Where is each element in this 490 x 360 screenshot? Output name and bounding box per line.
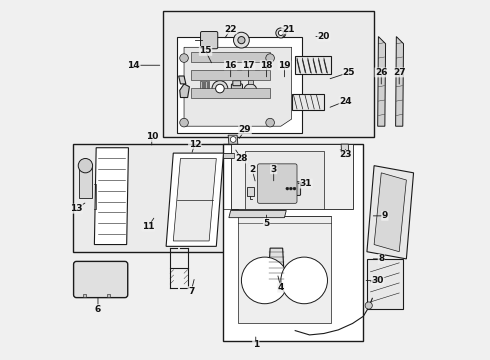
Polygon shape bbox=[228, 135, 238, 144]
Polygon shape bbox=[367, 259, 403, 309]
Bar bbox=[191, 70, 270, 80]
Bar bbox=[107, 294, 110, 297]
Text: 21: 21 bbox=[282, 25, 294, 34]
Text: 1: 1 bbox=[253, 341, 259, 350]
FancyBboxPatch shape bbox=[231, 84, 243, 97]
Polygon shape bbox=[177, 37, 302, 134]
Circle shape bbox=[212, 81, 228, 96]
Text: 25: 25 bbox=[343, 68, 355, 77]
Text: 4: 4 bbox=[278, 283, 284, 292]
Circle shape bbox=[230, 136, 236, 142]
Circle shape bbox=[281, 257, 327, 304]
Text: 16: 16 bbox=[224, 61, 237, 70]
Polygon shape bbox=[245, 151, 324, 209]
Circle shape bbox=[216, 84, 224, 93]
Text: 3: 3 bbox=[270, 165, 277, 174]
Text: 24: 24 bbox=[339, 96, 352, 105]
Circle shape bbox=[286, 187, 289, 190]
Bar bbox=[203, 81, 204, 96]
Polygon shape bbox=[229, 211, 286, 218]
Bar bbox=[216, 91, 223, 96]
Polygon shape bbox=[231, 144, 353, 209]
Polygon shape bbox=[292, 94, 324, 110]
Polygon shape bbox=[341, 144, 349, 157]
Text: 7: 7 bbox=[188, 287, 195, 296]
Text: 8: 8 bbox=[378, 255, 384, 264]
Bar bbox=[208, 81, 210, 96]
Text: 18: 18 bbox=[260, 61, 273, 70]
Text: 27: 27 bbox=[393, 68, 406, 77]
Bar bbox=[191, 88, 270, 98]
Circle shape bbox=[244, 84, 257, 97]
Circle shape bbox=[266, 54, 274, 62]
Polygon shape bbox=[367, 166, 414, 259]
Text: 14: 14 bbox=[127, 61, 140, 70]
Polygon shape bbox=[378, 37, 386, 126]
Polygon shape bbox=[173, 158, 216, 241]
Polygon shape bbox=[395, 37, 403, 126]
Polygon shape bbox=[223, 144, 364, 341]
Polygon shape bbox=[166, 153, 223, 246]
Circle shape bbox=[266, 118, 274, 127]
Text: 28: 28 bbox=[235, 154, 247, 163]
Text: 11: 11 bbox=[142, 222, 154, 231]
Circle shape bbox=[180, 118, 188, 127]
FancyBboxPatch shape bbox=[284, 182, 300, 195]
Bar bbox=[73, 144, 231, 252]
Text: 19: 19 bbox=[278, 61, 291, 70]
Text: 29: 29 bbox=[239, 125, 251, 134]
FancyBboxPatch shape bbox=[258, 164, 297, 203]
Circle shape bbox=[290, 187, 293, 190]
Circle shape bbox=[278, 31, 283, 36]
Polygon shape bbox=[179, 76, 186, 84]
Polygon shape bbox=[79, 167, 92, 198]
Bar bbox=[163, 12, 374, 137]
Text: 6: 6 bbox=[95, 305, 101, 314]
Polygon shape bbox=[95, 148, 128, 244]
Polygon shape bbox=[247, 187, 254, 196]
Circle shape bbox=[293, 187, 296, 190]
Text: 2: 2 bbox=[249, 165, 255, 174]
Polygon shape bbox=[259, 187, 274, 199]
Bar bbox=[247, 80, 253, 84]
Polygon shape bbox=[269, 248, 285, 282]
Bar bbox=[191, 52, 270, 62]
Text: 5: 5 bbox=[264, 219, 270, 228]
Text: 15: 15 bbox=[199, 46, 212, 55]
Polygon shape bbox=[184, 47, 292, 126]
Circle shape bbox=[180, 54, 188, 62]
FancyBboxPatch shape bbox=[233, 81, 241, 86]
Polygon shape bbox=[374, 173, 406, 252]
FancyBboxPatch shape bbox=[200, 32, 218, 49]
Circle shape bbox=[238, 37, 245, 44]
FancyBboxPatch shape bbox=[74, 261, 128, 298]
Circle shape bbox=[78, 158, 93, 173]
Polygon shape bbox=[295, 56, 331, 74]
Circle shape bbox=[234, 32, 249, 48]
Bar bbox=[200, 81, 202, 96]
Text: 26: 26 bbox=[375, 68, 388, 77]
Text: 23: 23 bbox=[339, 150, 352, 159]
Circle shape bbox=[242, 257, 288, 304]
Text: 12: 12 bbox=[189, 140, 201, 149]
Text: 17: 17 bbox=[242, 61, 255, 70]
Text: 13: 13 bbox=[70, 204, 83, 213]
Polygon shape bbox=[238, 216, 331, 323]
Text: 9: 9 bbox=[382, 211, 388, 220]
Text: 10: 10 bbox=[146, 132, 158, 141]
Text: 22: 22 bbox=[224, 25, 237, 34]
Bar bbox=[205, 81, 207, 96]
Circle shape bbox=[276, 28, 286, 38]
Text: 30: 30 bbox=[371, 276, 384, 285]
Polygon shape bbox=[180, 84, 190, 98]
Polygon shape bbox=[223, 153, 234, 158]
Text: 31: 31 bbox=[300, 179, 312, 188]
Bar bbox=[83, 294, 86, 297]
Text: 20: 20 bbox=[318, 32, 330, 41]
Circle shape bbox=[365, 302, 372, 309]
